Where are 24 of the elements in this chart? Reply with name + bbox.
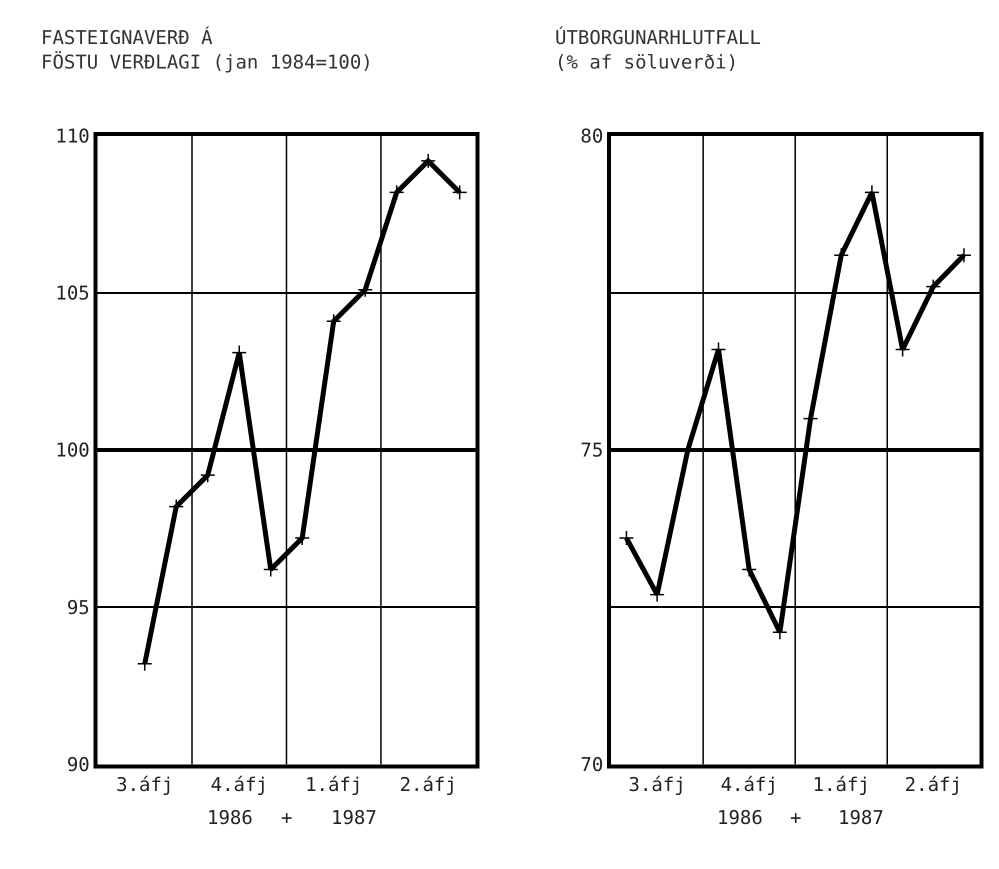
y-tick-label: 90 xyxy=(66,754,90,776)
x-tick-label: 2.áfj xyxy=(904,774,962,796)
y-tick-label: 105 xyxy=(55,282,90,305)
text: 1987 xyxy=(331,807,377,829)
y-tick-label: 80 xyxy=(580,125,604,148)
text: 1987 xyxy=(838,807,884,829)
x-tick-label: 4.áfj xyxy=(720,774,778,796)
x-tick-label: 2.áfj xyxy=(400,774,457,796)
x-tick-label: 1.áfj xyxy=(812,774,870,796)
y-tick-label: 100 xyxy=(55,440,90,462)
x-tick-label: 1.áfj xyxy=(305,774,362,796)
y-tick-label: 95 xyxy=(66,596,90,619)
text: 1986 xyxy=(207,807,253,829)
text: 1986 xyxy=(717,807,763,829)
text: + xyxy=(281,807,292,829)
y-tick-label: 75 xyxy=(580,440,604,462)
x-tick-label: 4.áfj xyxy=(210,774,268,796)
y-tick-label: 110 xyxy=(55,125,90,148)
y-tick-label: 70 xyxy=(580,754,604,776)
x-tick-label: 3.áfj xyxy=(628,774,686,796)
text: + xyxy=(790,807,802,829)
chart-title: FASTEIGNAVERÐ Á FÖSTU VERÐLAGI (jan 1984=100) xyxy=(41,26,373,74)
x-tick-label: 3.áfj xyxy=(116,774,174,796)
chart-title: ÚTBORGUNARHLUTFALL (% af söluverði) xyxy=(555,26,761,74)
